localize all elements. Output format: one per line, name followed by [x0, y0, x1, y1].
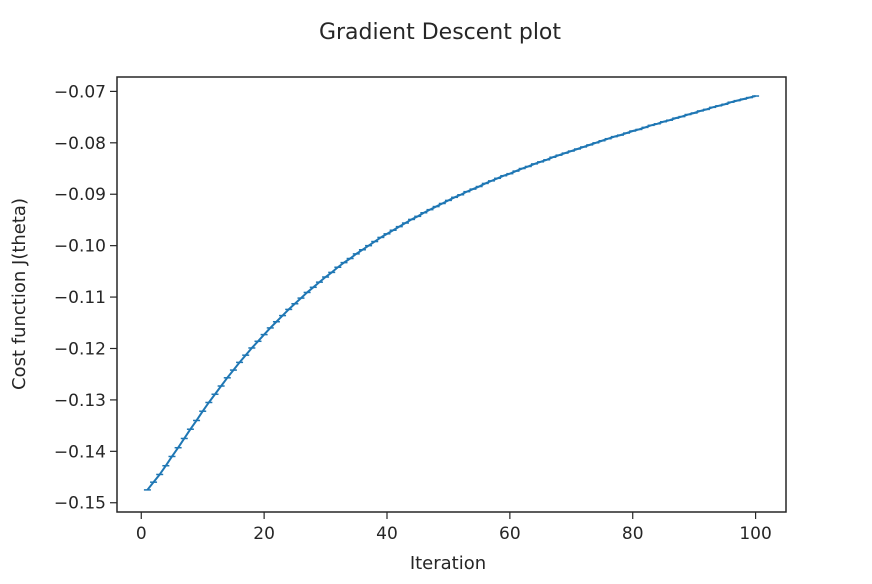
x-tick-label: 20 [253, 524, 275, 544]
series-layer [143, 95, 760, 491]
y-tick-label: −0.15 [54, 494, 106, 514]
x-tick-label: 0 [136, 524, 147, 544]
y-tick-label: −0.09 [54, 185, 106, 205]
y-axis-label: Cost function J(theta) [9, 198, 30, 390]
y-tick-label: −0.11 [54, 288, 106, 308]
x-tick-label: 80 [622, 524, 644, 544]
ticks-layer: 0 20 40 60 80 100 −0.15 −0.14 −0.13 −0.12 −0.11 −0.… [54, 82, 772, 544]
y-tick-label: −0.08 [54, 134, 106, 154]
y-tick-label: −0.13 [54, 391, 106, 411]
x-tick-label: 40 [376, 524, 398, 544]
y-tick-label: −0.12 [54, 339, 106, 359]
x-tick-label: 60 [499, 524, 521, 544]
x-axis-label: Iteration [410, 553, 486, 574]
chart-title: Gradient Descent plot [319, 20, 561, 45]
y-tick-label: −0.14 [54, 442, 106, 462]
plot-frame [116, 76, 787, 513]
x-tick-label: 100 [739, 524, 771, 544]
y-tick-label: −0.10 [54, 237, 106, 257]
y-tick-label: −0.07 [54, 82, 106, 102]
cost-series-line [146, 95, 756, 491]
